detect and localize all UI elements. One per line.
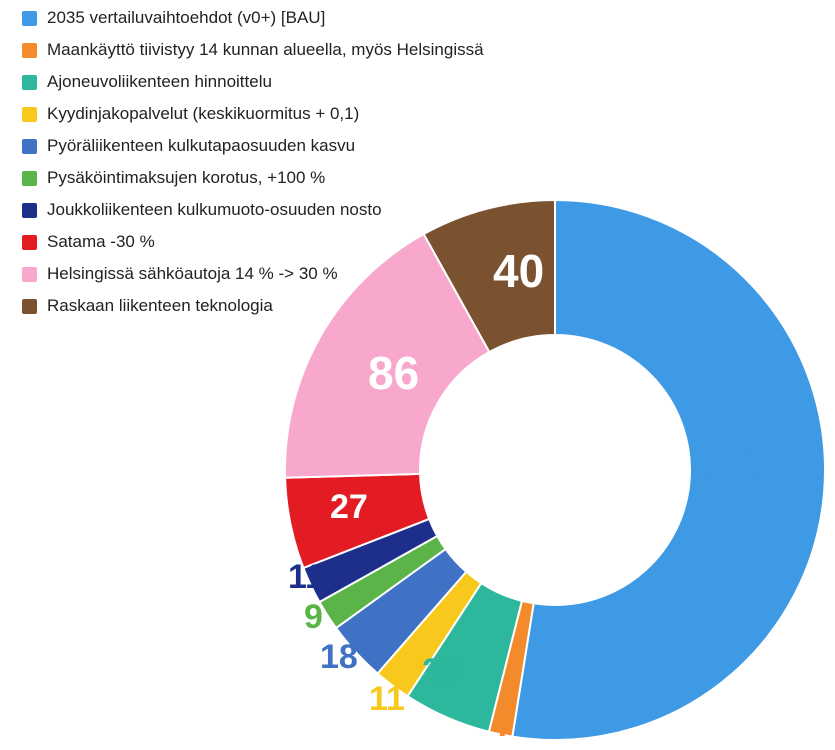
figure-root: 2035 vertailuvaihtoehdot (v0+) [BAU]Maan… [0,0,835,750]
donut-svg [0,0,835,750]
donut-chart [0,0,835,750]
donut-slice [512,200,825,740]
